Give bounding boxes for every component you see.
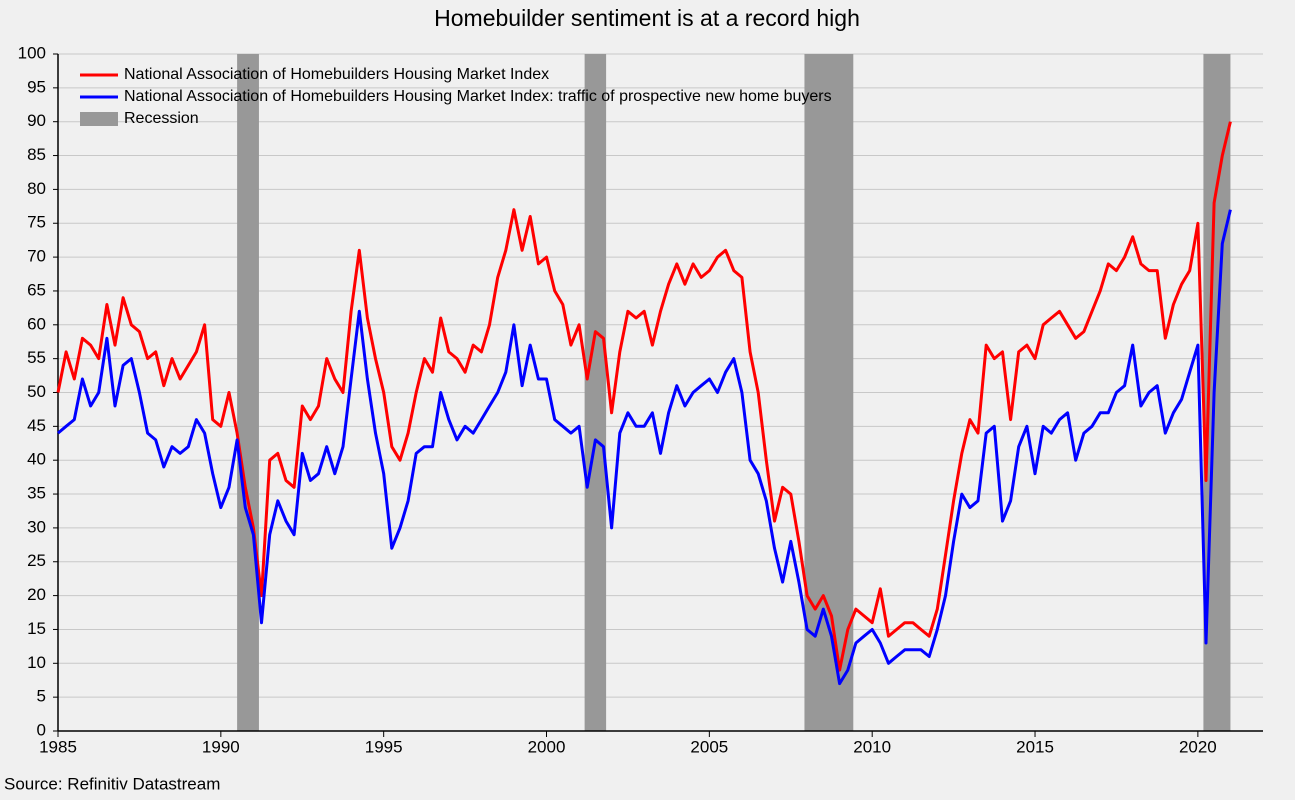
y-tick-label: 85 bbox=[27, 145, 46, 164]
x-tick-label: 2000 bbox=[528, 737, 566, 756]
x-tick-label: 2005 bbox=[690, 737, 728, 756]
y-tick-label: 90 bbox=[27, 111, 46, 130]
y-tick-label: 30 bbox=[27, 517, 46, 536]
x-tick-label: 2015 bbox=[1016, 737, 1054, 756]
x-tick-label: 1985 bbox=[39, 737, 77, 756]
legend-label: National Association of Homebuilders Hou… bbox=[124, 88, 832, 105]
y-tick-label: 55 bbox=[27, 348, 46, 367]
legend-label: National Association of Homebuilders Hou… bbox=[124, 66, 549, 83]
y-tick-label: 45 bbox=[27, 416, 46, 435]
y-tick-label: 15 bbox=[27, 619, 46, 638]
y-tick-label: 40 bbox=[27, 450, 46, 469]
y-tick-label: 20 bbox=[27, 585, 46, 604]
y-tick-label: 25 bbox=[27, 551, 46, 570]
legend-swatch bbox=[80, 112, 118, 126]
chart-title: Homebuilder sentiment is at a record hig… bbox=[434, 5, 860, 31]
y-tick-label: 50 bbox=[27, 382, 46, 401]
y-tick-label: 0 bbox=[37, 720, 46, 739]
y-tick-label: 80 bbox=[27, 179, 46, 198]
y-tick-label: 60 bbox=[27, 314, 46, 333]
x-tick-label: 1990 bbox=[202, 737, 240, 756]
recession-band bbox=[584, 54, 607, 731]
recession-band bbox=[237, 54, 259, 731]
source-note: Source: Refinitiv Datastream bbox=[4, 774, 220, 793]
y-tick-label: 10 bbox=[27, 653, 46, 672]
y-tick-label: 95 bbox=[27, 77, 46, 96]
y-tick-label: 65 bbox=[27, 280, 46, 299]
y-tick-label: 100 bbox=[18, 43, 46, 62]
x-tick-label: 1995 bbox=[365, 737, 403, 756]
series-line bbox=[57, 209, 1232, 686]
y-tick-label: 75 bbox=[27, 213, 46, 232]
y-tick-label: 70 bbox=[27, 247, 46, 266]
series-line bbox=[56, 121, 1232, 672]
y-tick-label: 5 bbox=[37, 687, 46, 706]
y-tick-label: 35 bbox=[27, 484, 46, 503]
x-tick-label: 2020 bbox=[1179, 737, 1217, 756]
recession-band bbox=[804, 54, 854, 731]
x-tick-label: 2010 bbox=[853, 737, 891, 756]
legend-label: Recession bbox=[124, 110, 199, 127]
